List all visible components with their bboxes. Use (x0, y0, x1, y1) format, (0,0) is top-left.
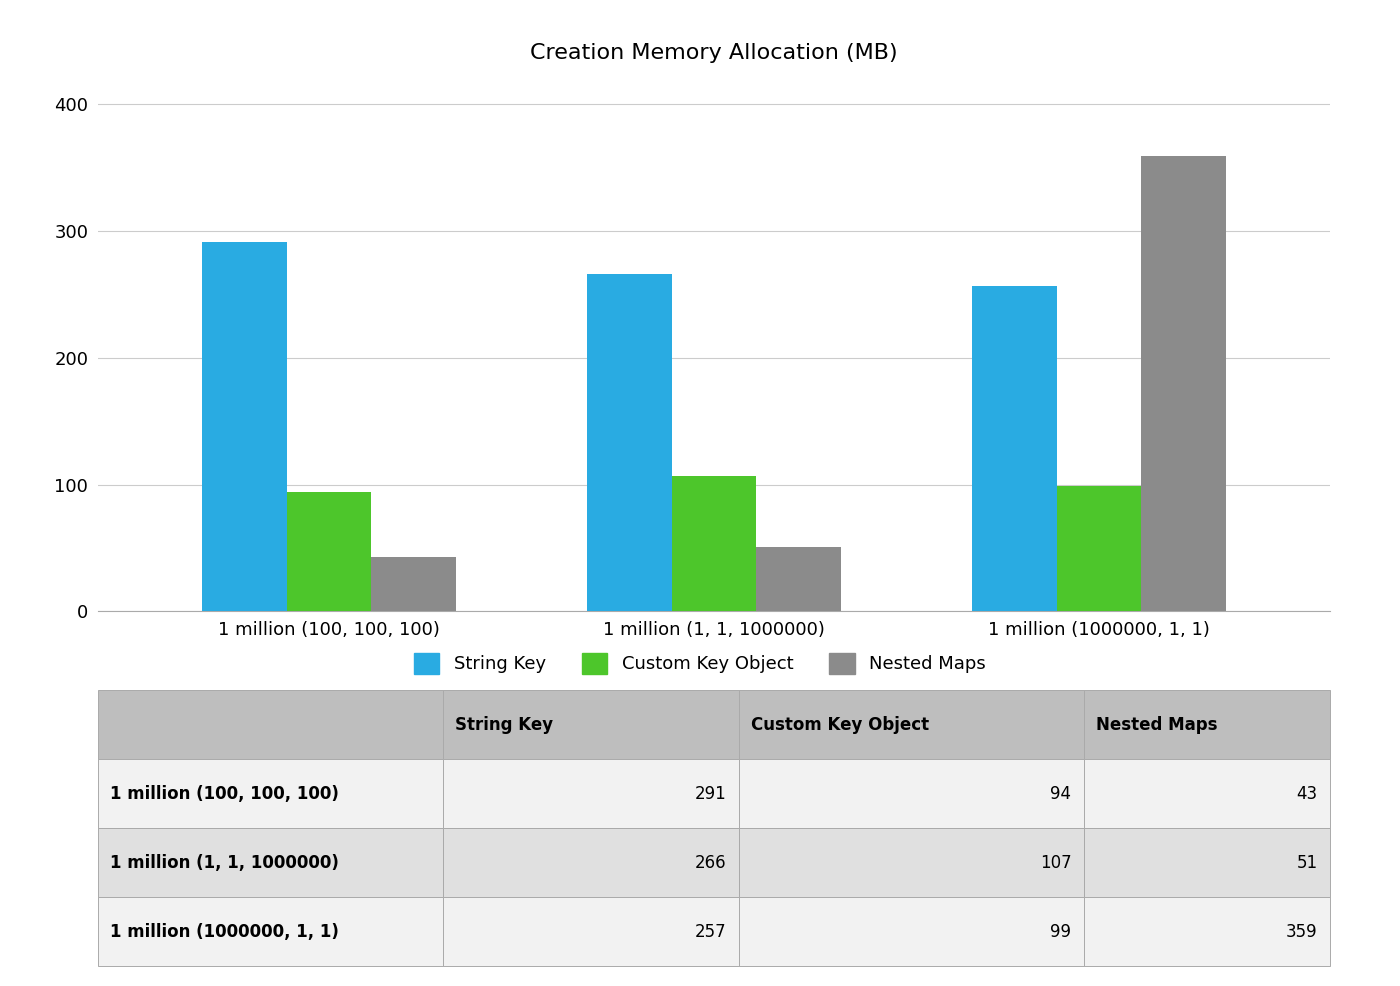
Bar (1084, 759, 1330, 828)
Bar (1084, 690, 1330, 759)
Bar (756, 546, 841, 611)
Text: Custom Key Object: Custom Key Object (750, 716, 930, 734)
Bar (739, 897, 1084, 966)
Bar (98, 897, 442, 966)
Bar (442, 690, 739, 759)
Bar (442, 759, 739, 828)
Bar (672, 475, 756, 611)
Text: 266: 266 (694, 854, 727, 872)
Bar (739, 828, 1084, 897)
Text: 99: 99 (1050, 923, 1071, 941)
Bar (739, 690, 1084, 759)
Bar (442, 828, 739, 897)
Bar (98, 828, 442, 897)
Bar (442, 897, 739, 966)
Text: Nested Maps: Nested Maps (1096, 716, 1218, 734)
Text: 43: 43 (1296, 785, 1317, 803)
Text: 1 million (1, 1, 1000000): 1 million (1, 1, 1000000) (111, 854, 339, 872)
Bar (739, 759, 1084, 828)
Text: String Key: String Key (455, 716, 553, 734)
Text: 257: 257 (694, 923, 727, 941)
Bar (1084, 897, 1330, 966)
Text: 51: 51 (1296, 854, 1317, 872)
Bar (287, 492, 371, 611)
Legend: String Key, Custom Key Object, Nested Maps: String Key, Custom Key Object, Nested Ma… (407, 646, 993, 681)
Text: 94: 94 (1050, 785, 1071, 803)
Bar (1057, 486, 1141, 611)
Text: 359: 359 (1287, 923, 1317, 941)
Bar (98, 690, 442, 759)
Bar (371, 557, 456, 611)
Bar (202, 243, 287, 611)
Bar (1084, 828, 1330, 897)
Bar (1141, 156, 1226, 611)
Text: 1 million (1000000, 1, 1): 1 million (1000000, 1, 1) (111, 923, 339, 941)
Text: 107: 107 (1040, 854, 1071, 872)
Bar (587, 274, 672, 611)
Bar (98, 759, 442, 828)
Bar (972, 286, 1057, 611)
Text: 1 million (100, 100, 100): 1 million (100, 100, 100) (111, 785, 339, 803)
Title: Creation Memory Allocation (MB): Creation Memory Allocation (MB) (531, 43, 897, 63)
Text: 291: 291 (694, 785, 727, 803)
